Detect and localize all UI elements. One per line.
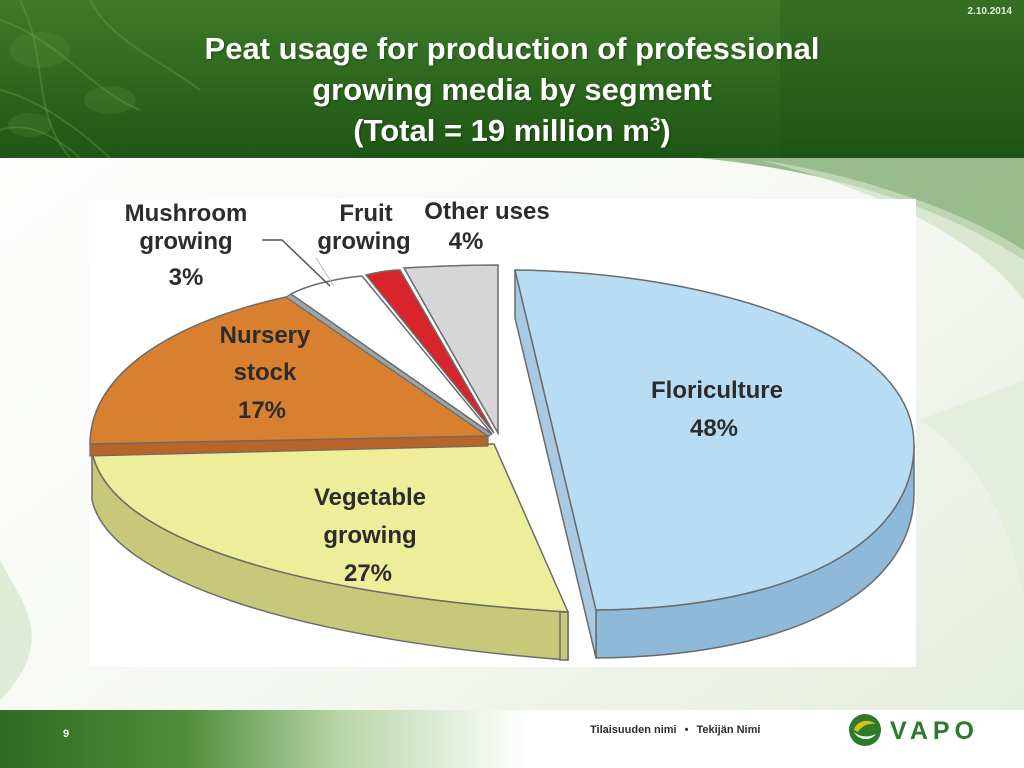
slice-vegetable-front — [559, 611, 569, 661]
label-nursery-value: 17% — [238, 397, 286, 424]
slice-floriculture — [514, 269, 915, 659]
title-line-3-text: (Total = 19 million m — [353, 113, 650, 148]
slide-footer — [0, 710, 1024, 768]
fruit-leader-line — [315, 257, 335, 287]
label-other-uses-name: Other uses — [424, 198, 549, 225]
slice-vegetable-top — [91, 443, 570, 613]
label-vegetable-line2: growing — [323, 522, 416, 549]
label-fruit: Fruit growing — [317, 200, 410, 255]
label-nursery-line2: stock — [234, 359, 297, 386]
footer-event: Tilaisuuden nimi — [590, 724, 677, 736]
title-line-3: (Total = 19 million m3) — [112, 110, 912, 151]
label-mushroom-line1: Mushroom — [125, 200, 248, 227]
slice-nursery — [89, 296, 491, 457]
slice-fruit — [364, 269, 495, 434]
label-floriculture-name: Floriculture — [651, 377, 783, 404]
title-line-3-end: ) — [660, 113, 671, 148]
slice-floriculture-top — [514, 269, 915, 611]
label-fruit-line1: Fruit — [339, 200, 392, 227]
label-floriculture: Floriculture 48% — [651, 377, 783, 442]
label-nursery-line1: Nursery — [220, 322, 311, 349]
label-mushroom-line2: growing — [139, 228, 232, 255]
label-other-uses-value: 4% — [449, 228, 484, 255]
label-floriculture-value: 48% — [690, 415, 738, 442]
slice-mushroom — [289, 275, 493, 435]
slice-nursery-top — [89, 296, 491, 445]
label-vegetable: Vegetable growing 27% — [314, 484, 426, 587]
header-leaf-texture — [0, 0, 1024, 158]
slice-other-uses — [402, 264, 499, 436]
slide-header — [0, 0, 1024, 158]
vapo-logo-icon — [849, 714, 881, 746]
label-vegetable-value: 27% — [344, 560, 392, 587]
label-other-uses: Other uses 4% — [424, 198, 549, 255]
slide-date: 2.10.2014 — [967, 6, 1013, 17]
footer-text: Tilaisuuden nimi • Tekijän Nimi — [590, 724, 760, 736]
label-mushroom: Mushroom growing 3% — [125, 200, 248, 291]
footer-separator: • — [684, 724, 689, 736]
title-line-1: Peat usage for production of professiona… — [204, 31, 820, 66]
label-nursery: Nursery stock 17% — [220, 322, 311, 424]
mushroom-leader-line — [262, 239, 331, 287]
label-fruit-line2: growing — [317, 228, 410, 255]
footer-author: Tekijän Nimi — [696, 724, 761, 736]
page-number: 9 — [63, 728, 70, 740]
label-vegetable-line1: Vegetable — [314, 484, 426, 511]
slice-vegetable — [91, 443, 570, 661]
label-mushroom-value: 3% — [169, 264, 204, 291]
slide-title: Peat usage for production of professiona… — [112, 28, 912, 151]
vapo-logo-text: VAPO — [890, 717, 979, 745]
title-superscript: 3 — [649, 115, 661, 136]
title-line-2: growing media by segment — [312, 72, 712, 107]
